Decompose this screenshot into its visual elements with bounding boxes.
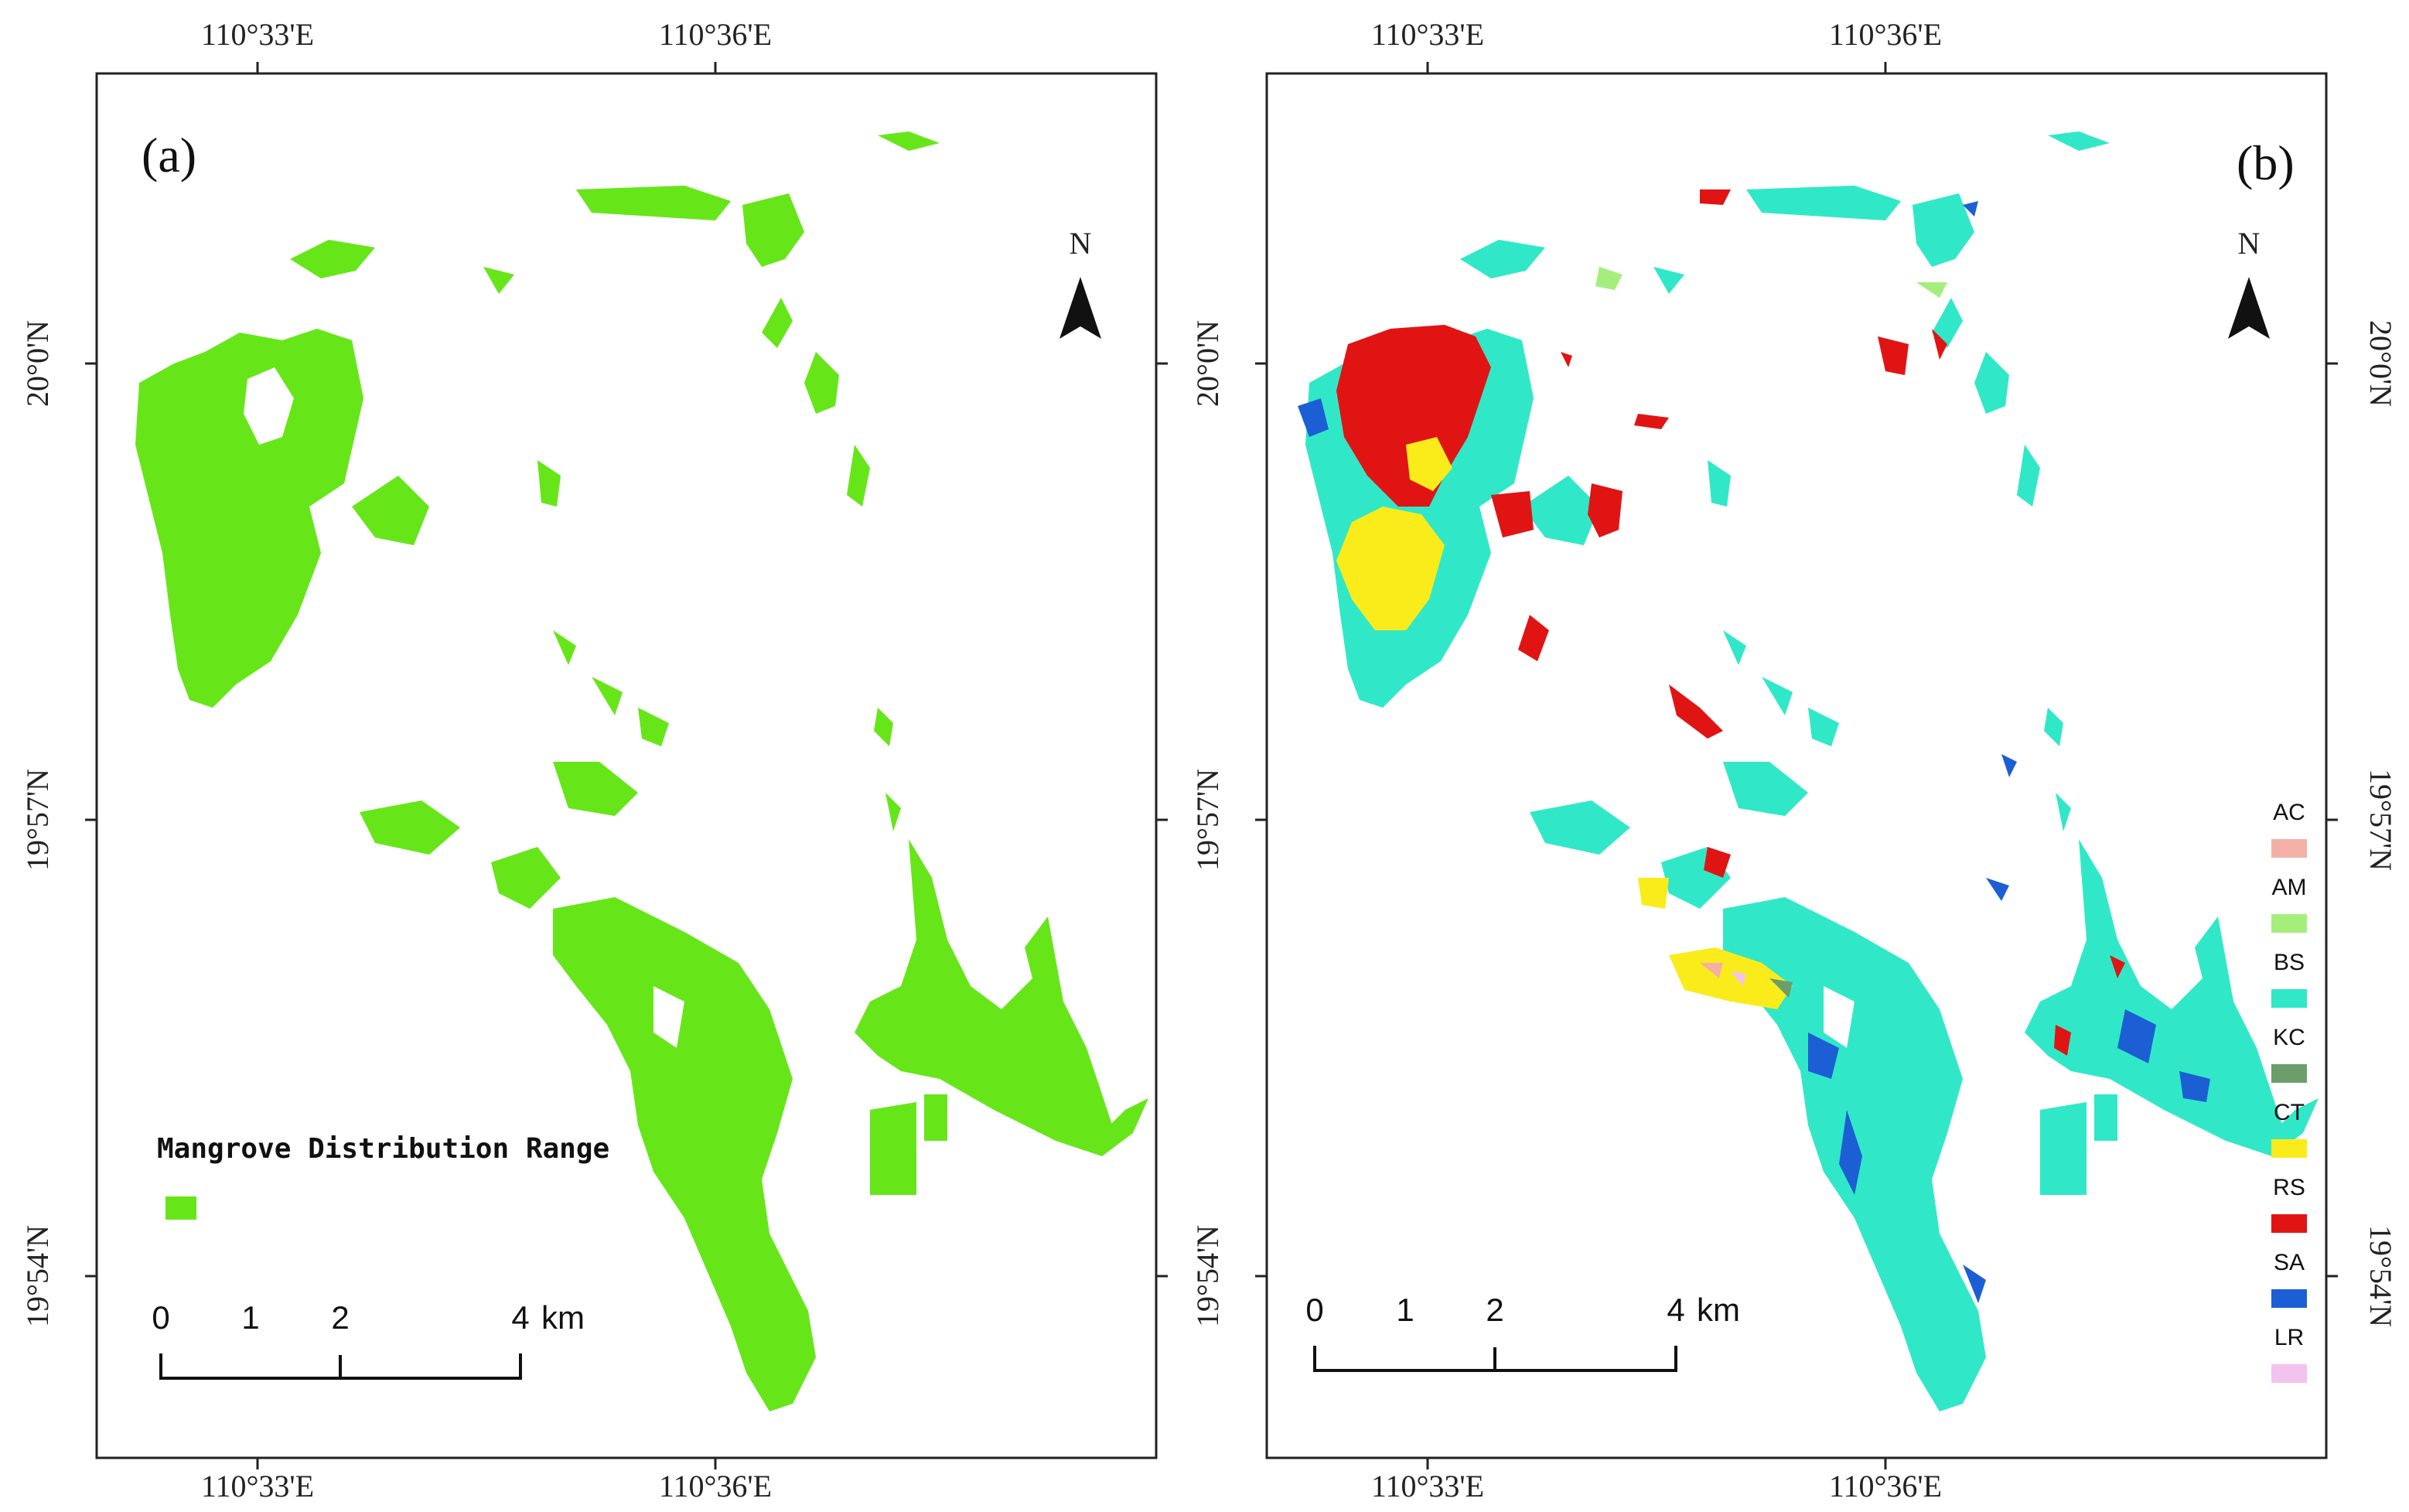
panel-b-lat-left-1: 20°0'N — [1190, 320, 1225, 407]
panel-b-label: (b) — [2237, 135, 2295, 190]
panel-b-lon-top-1: 110°33'E — [1371, 17, 1484, 52]
panel-b-legend: AC AM BS KC CT RS SA LR — [2271, 800, 2307, 1383]
panel-a-frame — [95, 72, 1158, 1459]
panel-b-ticks — [1255, 62, 2338, 1469]
panel-a-label: (a) — [142, 128, 196, 183]
panel-b-lat-right-2: 19°57'N — [2363, 769, 2398, 871]
panel-a-scale-tick-2: 2 — [331, 1299, 349, 1336]
panel-a-ticks — [85, 62, 1168, 1469]
legend-swatch-ct — [2271, 1139, 2307, 1158]
legend-label-lr: LR — [2274, 1325, 2304, 1350]
panel-b-scale-tick-1: 1 — [1396, 1292, 1414, 1328]
panel-a-lon-top-2: 110°36'E — [659, 17, 772, 52]
panel-a-north-label: N — [1070, 226, 1092, 261]
panel-b-north-label: N — [2238, 226, 2261, 261]
legend-swatch-lr — [2271, 1364, 2307, 1383]
panel-a-lon-bottom-2: 110°36'E — [659, 1469, 772, 1503]
legend-swatch-kc — [2271, 1064, 2307, 1083]
panel-b-lon-bottom-1: 110°33'E — [1371, 1469, 1484, 1503]
panel-a-lon-bottom-1: 110°33'E — [201, 1469, 314, 1503]
panel-a-lat-1: 20°0'N — [20, 320, 55, 407]
legend-swatch-am — [2271, 914, 2307, 933]
panel-b: 110°33'E 110°36'E 110°33'E 110°36'E 20°0… — [1190, 17, 2398, 1503]
legend-label-kc: KC — [2273, 1025, 2305, 1050]
panel-b-lat-right-3: 19°54'N — [2363, 1225, 2398, 1327]
panel-a-north-arrow-icon: N — [1059, 226, 1101, 339]
panel-b-scale-tick-0: 0 — [1305, 1292, 1323, 1328]
legend-swatch-rs — [2271, 1214, 2307, 1233]
legend-label-rs: RS — [2273, 1175, 2305, 1200]
legend-label-ct: CT — [2274, 1100, 2305, 1125]
legend-label-bs: BS — [2274, 950, 2305, 975]
panel-a-scale-tick-4: 4 — [511, 1299, 529, 1336]
panel-a-lat-2: 19°57'N — [20, 769, 55, 871]
panel-a-scale-bar: 0 1 2 4 km — [152, 1299, 585, 1380]
panel-a-scale-tick-0: 0 — [152, 1299, 169, 1336]
panel-b-lat-right-1: 20°0'N — [2363, 320, 2398, 407]
legend-label-ac: AC — [2273, 800, 2305, 825]
panel-b-scale-bar: 0 1 2 4 km — [1305, 1292, 1740, 1372]
panel-b-lon-bottom-2: 110°36'E — [1829, 1469, 1942, 1503]
legend-label-sa: SA — [2274, 1250, 2305, 1275]
panel-a: 110°33'E 110°36'E 110°33'E 110°36'E 20°0… — [20, 17, 1168, 1503]
panel-b-scale-unit: km — [1697, 1292, 1740, 1328]
panel-a-scale-tick-1: 1 — [241, 1299, 259, 1336]
panel-b-lon-top-2: 110°36'E — [1829, 17, 1942, 52]
legend-swatch-bs — [2271, 989, 2307, 1008]
panel-b-scale-tick-2: 2 — [1486, 1292, 1503, 1328]
panel-a-lat-3: 19°54'N — [20, 1225, 55, 1327]
legend-swatch-sa — [2271, 1289, 2307, 1308]
panel-b-lat-left-2: 19°57'N — [1190, 769, 1225, 871]
panel-b-lat-left-3: 19°54'N — [1190, 1225, 1225, 1327]
legend-swatch-ac — [2271, 839, 2307, 858]
panel-b-scale-tick-4: 4 — [1667, 1292, 1684, 1328]
panel-a-scale-unit: km — [541, 1299, 585, 1336]
panel-a-legend-title: Mangrove Distribution Range — [157, 1133, 609, 1165]
panel-b-north-arrow-icon: N — [2228, 226, 2270, 339]
legend-label-am: AM — [2272, 875, 2307, 900]
panel-b-frame — [1265, 72, 2328, 1459]
panel-a-legend-swatch — [165, 1196, 196, 1220]
panel-a-lon-top-1: 110°33'E — [201, 17, 314, 52]
